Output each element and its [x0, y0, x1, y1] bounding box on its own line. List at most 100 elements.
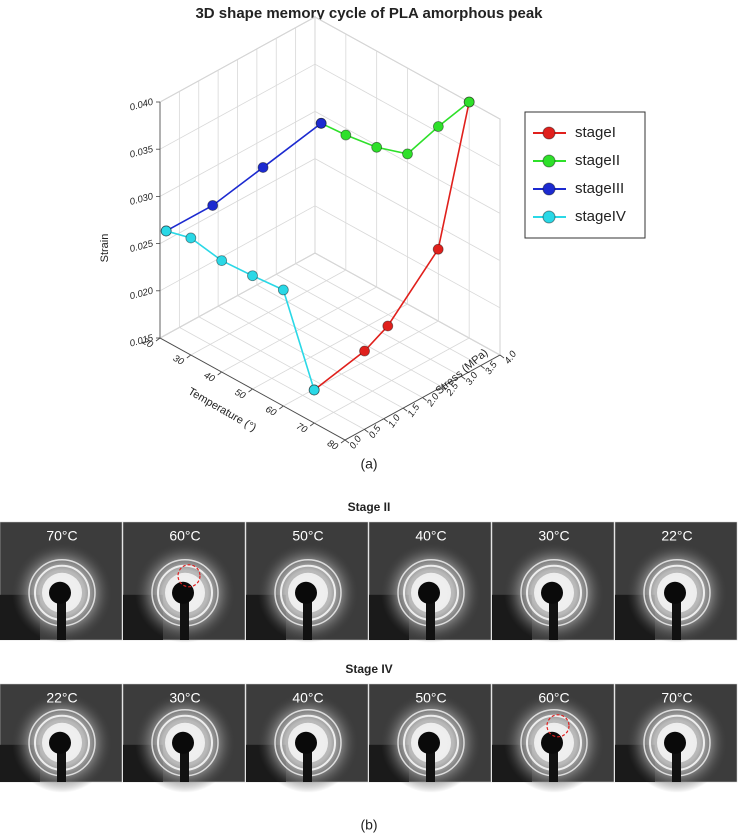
grid-line [179, 327, 365, 430]
chart-title: 3D shape memory cycle of PLA amorphous p… [195, 5, 543, 22]
panel-label: 50°C [292, 528, 323, 544]
series-line [165, 122, 322, 232]
grid-line [276, 273, 462, 377]
row-title: Stage IV [345, 662, 392, 676]
beam-stop-stem [549, 742, 558, 782]
data-point [247, 270, 258, 282]
diffraction-image: 40°C [245, 683, 369, 793]
panel-label: 70°C [46, 528, 77, 544]
data-point [308, 384, 320, 396]
data-point [432, 243, 444, 255]
beam-stop-stem [672, 592, 681, 640]
beam-stop-stem [426, 592, 435, 640]
diffraction-image: 60°C [122, 521, 246, 643]
x-tick-label: 70 [294, 421, 309, 436]
tick-mark [441, 386, 447, 391]
tick-mark [309, 422, 315, 427]
tick-mark [279, 405, 284, 410]
beam-stop [295, 581, 317, 604]
tick-mark [340, 439, 346, 444]
beam-stop [418, 581, 440, 604]
z-axis-title: Strain [99, 234, 111, 263]
panel-label: 40°C [415, 528, 446, 544]
beam-stop-stem [57, 742, 66, 782]
diffraction-image: 70°C [0, 521, 123, 643]
beam-stop [295, 731, 317, 754]
tick-mark [364, 429, 369, 433]
x-tick-label: 50 [233, 387, 248, 402]
data-point [277, 284, 289, 296]
grid-line [314, 63, 501, 167]
beam-stop [541, 731, 563, 754]
legend-label: stageIII [575, 180, 624, 197]
diffraction-image: 50°C [245, 521, 369, 643]
x-axis-title: Temperature (°) [186, 386, 258, 435]
x-tick-label: 60 [263, 404, 278, 419]
caption: (b) [360, 817, 377, 833]
grid-line [159, 252, 316, 339]
panel-label: 30°C [538, 528, 569, 544]
tick-mark [499, 354, 505, 359]
tick-mark [383, 418, 388, 423]
legend-marker [542, 182, 556, 196]
z-tick-label: 0.025 [129, 238, 156, 255]
panel-label: 22°C [661, 528, 692, 544]
beam-stop [49, 731, 71, 754]
beam-stop [664, 581, 686, 604]
tick-mark [480, 365, 485, 369]
data-point [207, 200, 219, 211]
grid-line [314, 252, 501, 356]
grid-line [217, 305, 404, 409]
beam-stop-stem [57, 592, 66, 640]
grid-line [159, 16, 316, 103]
grid-line [159, 158, 316, 244]
beam-stop-stem [303, 592, 312, 640]
data-point [402, 148, 413, 160]
z-tick-label: 0.040 [129, 97, 156, 114]
axis-line [344, 354, 501, 441]
grid-line [159, 63, 316, 150]
tick-mark [217, 371, 222, 376]
data-point [359, 345, 370, 357]
y-tick-label: 4.0 [503, 348, 520, 366]
diffraction-image: 70°C [614, 683, 738, 793]
data-point [185, 232, 197, 244]
z-tick-label: 0.020 [129, 285, 156, 302]
panel-label: 60°C [538, 690, 569, 706]
beam-stop-stem [549, 592, 558, 640]
z-tick-label: 0.030 [129, 191, 156, 208]
axis-line [159, 337, 346, 441]
beam-stop [418, 731, 440, 754]
diffraction-image: 30°C [491, 521, 615, 643]
tick-mark [422, 397, 427, 401]
beam-stop [172, 731, 194, 754]
grid-line [314, 111, 501, 214]
tick-mark [402, 407, 408, 412]
data-point [371, 141, 383, 153]
data-point [216, 255, 228, 267]
data-point [340, 129, 352, 141]
panel-label: 30°C [169, 690, 200, 706]
beam-stop-stem [672, 742, 681, 782]
highlight [177, 564, 201, 588]
panel-label: 60°C [169, 528, 200, 544]
tick-mark [344, 439, 350, 444]
data-point [463, 96, 475, 108]
beam-stop-stem [426, 742, 435, 782]
legend-marker [542, 210, 556, 224]
beam-stop [664, 731, 686, 754]
row-title: Stage II [348, 500, 391, 514]
panel-label: 22°C [46, 690, 77, 706]
beam-stop [49, 581, 71, 604]
tick-mark [248, 388, 253, 393]
highlight [546, 714, 570, 738]
tick-mark [155, 337, 161, 342]
legend-marker [542, 154, 556, 168]
data-point [315, 117, 327, 129]
grid-line [159, 111, 316, 197]
legend-marker [542, 126, 556, 140]
beam-stop-stem [180, 742, 189, 782]
grid-line [159, 205, 316, 292]
